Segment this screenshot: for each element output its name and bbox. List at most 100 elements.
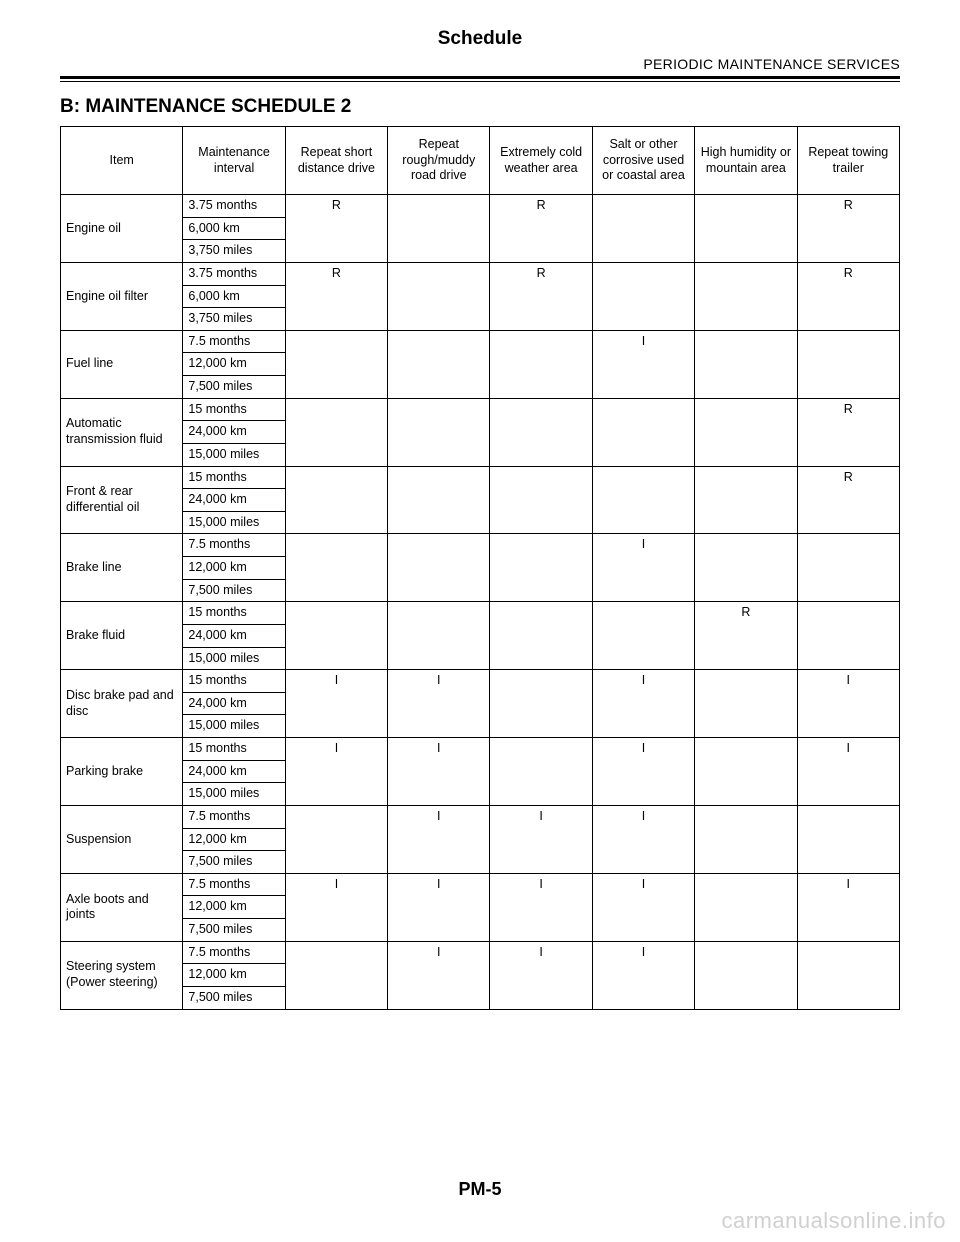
table-row: Steering system (Power steering)7.5 mont… — [61, 941, 900, 964]
value-cell — [695, 805, 797, 873]
interval-cell: 7,500 miles — [183, 986, 285, 1009]
item-cell: Front & rear differential oil — [61, 466, 183, 534]
interval-cell: 3.75 months — [183, 262, 285, 285]
value-cell — [695, 398, 797, 466]
value-cell — [695, 738, 797, 806]
table-row: Fuel line7.5 monthsI — [61, 330, 900, 353]
col-header-salt-corrosive: Salt or other corrosive used or coastal … — [592, 127, 694, 195]
value-cell: I — [388, 873, 490, 941]
interval-cell: 7.5 months — [183, 805, 285, 828]
value-cell — [797, 330, 899, 398]
value-cell — [695, 873, 797, 941]
interval-cell: 3,750 miles — [183, 308, 285, 331]
value-cell — [695, 466, 797, 534]
value-cell: I — [592, 670, 694, 738]
divider-thick — [60, 76, 900, 79]
item-cell: Suspension — [61, 805, 183, 873]
interval-cell: 24,000 km — [183, 692, 285, 715]
table-row: Suspension7.5 monthsIII — [61, 805, 900, 828]
section-heading: B: MAINTENANCE SCHEDULE 2 — [60, 96, 900, 118]
value-cell — [285, 805, 387, 873]
interval-cell: 12,000 km — [183, 896, 285, 919]
table-row: Engine oil3.75 monthsRRR — [61, 195, 900, 218]
interval-cell: 15,000 miles — [183, 443, 285, 466]
value-cell — [592, 398, 694, 466]
divider-thin — [60, 81, 900, 82]
value-cell: I — [285, 873, 387, 941]
item-cell: Engine oil — [61, 195, 183, 263]
value-cell — [285, 466, 387, 534]
value-cell — [388, 466, 490, 534]
item-cell: Automatic transmission fluid — [61, 398, 183, 466]
value-cell — [695, 195, 797, 263]
table-row: Brake line7.5 monthsI — [61, 534, 900, 557]
interval-cell: 7.5 months — [183, 330, 285, 353]
table-header-row: Item Maintenance interval Repeat short d… — [61, 127, 900, 195]
interval-cell: 3,750 miles — [183, 240, 285, 263]
value-cell — [797, 602, 899, 670]
value-cell: I — [490, 941, 592, 1009]
value-cell — [592, 466, 694, 534]
interval-cell: 7,500 miles — [183, 579, 285, 602]
table-row: Brake fluid15 monthsR — [61, 602, 900, 625]
col-header-rough-muddy: Repeat rough/muddy road drive — [388, 127, 490, 195]
value-cell: R — [695, 602, 797, 670]
value-cell — [695, 534, 797, 602]
value-cell — [592, 195, 694, 263]
value-cell: R — [490, 262, 592, 330]
value-cell — [388, 330, 490, 398]
interval-cell: 7,500 miles — [183, 851, 285, 874]
interval-cell: 12,000 km — [183, 828, 285, 851]
interval-cell: 15 months — [183, 466, 285, 489]
value-cell: R — [285, 195, 387, 263]
item-cell: Axle boots and joints — [61, 873, 183, 941]
value-cell — [388, 602, 490, 670]
interval-cell: 6,000 km — [183, 285, 285, 308]
interval-cell: 12,000 km — [183, 557, 285, 580]
value-cell — [695, 670, 797, 738]
value-cell: I — [285, 670, 387, 738]
value-cell: R — [285, 262, 387, 330]
value-cell — [695, 941, 797, 1009]
col-header-interval: Maintenance interval — [183, 127, 285, 195]
table-row: Axle boots and joints7.5 monthsIIIII — [61, 873, 900, 896]
table-row: Front & rear differential oil15 monthsR — [61, 466, 900, 489]
interval-cell: 7,500 miles — [183, 376, 285, 399]
interval-cell: 15 months — [183, 670, 285, 693]
value-cell — [285, 534, 387, 602]
value-cell — [490, 738, 592, 806]
value-cell — [388, 534, 490, 602]
value-cell: I — [388, 805, 490, 873]
page-subtitle: PERIODIC MAINTENANCE SERVICES — [60, 56, 900, 76]
value-cell: I — [797, 873, 899, 941]
interval-cell: 6,000 km — [183, 217, 285, 240]
value-cell: I — [490, 805, 592, 873]
value-cell — [490, 602, 592, 670]
item-cell: Brake line — [61, 534, 183, 602]
interval-cell: 3.75 months — [183, 195, 285, 218]
item-cell: Steering system (Power steering) — [61, 941, 183, 1009]
col-header-short-distance: Repeat short distance drive — [285, 127, 387, 195]
value-cell — [695, 262, 797, 330]
value-cell: R — [797, 195, 899, 263]
table-row: Engine oil filter3.75 monthsRRR — [61, 262, 900, 285]
page-title: Schedule — [60, 28, 900, 50]
table-row: Parking brake15 monthsIIII — [61, 738, 900, 761]
maintenance-schedule-table: Item Maintenance interval Repeat short d… — [60, 126, 900, 1010]
col-header-cold-weather: Extremely cold weather area — [490, 127, 592, 195]
page-number: PM-5 — [0, 1179, 960, 1200]
item-cell: Parking brake — [61, 738, 183, 806]
value-cell: R — [797, 262, 899, 330]
item-cell: Disc brake pad and disc — [61, 670, 183, 738]
value-cell — [285, 330, 387, 398]
interval-cell: 24,000 km — [183, 760, 285, 783]
value-cell: I — [388, 941, 490, 1009]
table-row: Automatic transmission fluid15 monthsR — [61, 398, 900, 421]
value-cell: R — [797, 398, 899, 466]
value-cell: I — [388, 670, 490, 738]
watermark: carmanualsonline.info — [721, 1208, 946, 1234]
value-cell — [797, 941, 899, 1009]
interval-cell: 12,000 km — [183, 353, 285, 376]
value-cell — [592, 602, 694, 670]
interval-cell: 12,000 km — [183, 964, 285, 987]
